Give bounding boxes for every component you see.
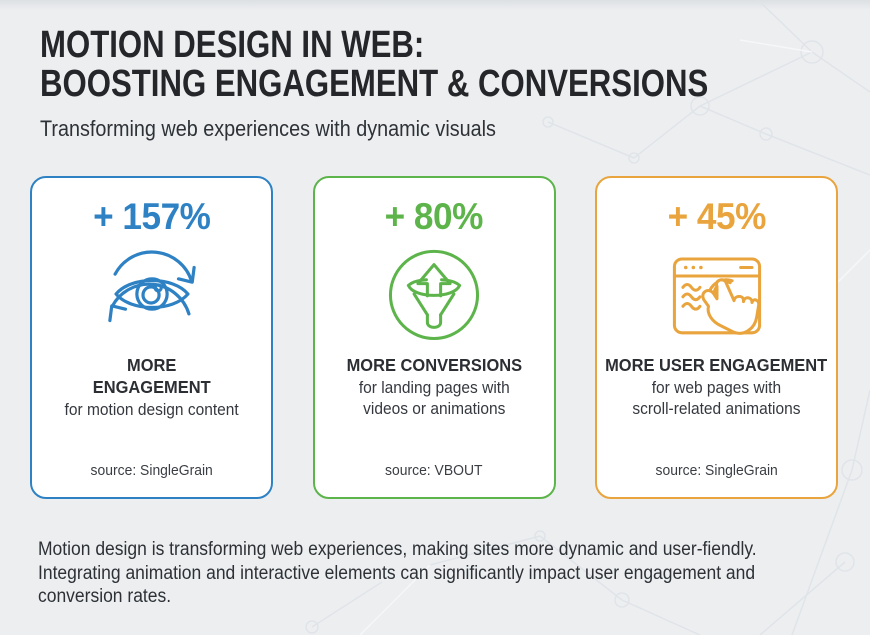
stat-value-engagement: + 157% bbox=[92, 196, 211, 237]
summary-paragraph: Motion design is transforming web experi… bbox=[38, 539, 757, 607]
header: MOTION DESIGN IN WEB: BOOSTING ENGAGEMEN… bbox=[40, 26, 855, 142]
card-description-user-engagement: for web pages with scroll-related animat… bbox=[632, 379, 801, 418]
browser-tap-icon bbox=[658, 240, 776, 348]
stat-value-conversions: + 80% bbox=[384, 196, 484, 237]
source-label-conversions: source: VBOUT bbox=[385, 463, 483, 479]
stat-card-conversions: + 80% MORE CONVERSIONS for landing pages… bbox=[312, 176, 556, 499]
funnel-up-arrow-icon bbox=[375, 240, 493, 348]
card-title-engagement: MORE ENGAGEMENT bbox=[92, 355, 211, 397]
source-label-user-engagement: source: SingleGrain bbox=[655, 463, 778, 479]
eye-refresh-icon bbox=[93, 240, 211, 348]
stat-card-engagement: + 157% MORE ENGAGEMENT for motion design… bbox=[30, 176, 273, 499]
stat-value-user-engagement: + 45% bbox=[667, 196, 766, 237]
footer: Motion design is transforming web experi… bbox=[38, 538, 819, 609]
page-subtitle: Transforming web experiences with dynami… bbox=[40, 116, 496, 141]
stat-card-user-engagement: + 45% bbox=[595, 176, 838, 499]
source-label-engagement: source: SingleGrain bbox=[90, 463, 213, 479]
card-description-engagement: for motion design content bbox=[64, 401, 239, 419]
card-title-user-engagement: MORE USER ENGAGEMENT bbox=[605, 355, 828, 375]
page-title: MOTION DESIGN IN WEB: BOOSTING ENGAGEMEN… bbox=[40, 24, 709, 105]
card-title-conversions: MORE CONVERSIONS bbox=[346, 355, 522, 375]
stat-cards-row: + 157% MORE ENGAGEMENT for motion design… bbox=[30, 176, 838, 499]
card-description-conversions: for landing pages with videos or animati… bbox=[358, 379, 510, 418]
